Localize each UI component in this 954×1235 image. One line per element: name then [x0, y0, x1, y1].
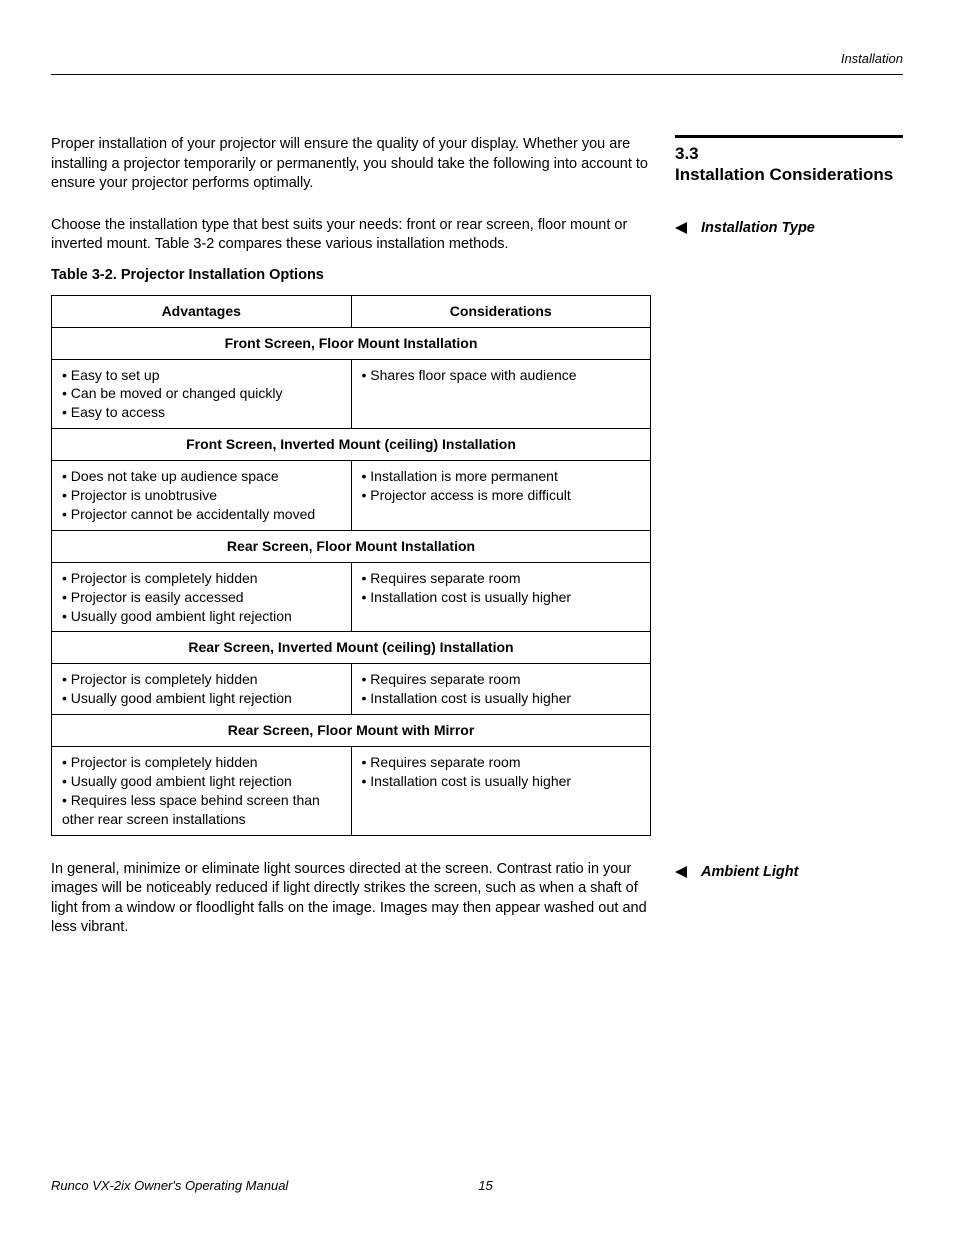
group-title: Front Screen, Inverted Mount (ceiling) I…	[52, 429, 651, 461]
table-row: • Easy to set up• Can be moved or change…	[52, 359, 651, 429]
arrow-left-icon	[675, 866, 693, 878]
cell-advantages: • Projector is completely hidden• Usuall…	[52, 746, 352, 835]
section-number: 3.3	[675, 144, 903, 164]
table-body: Front Screen, Floor Mount Installation •…	[52, 327, 651, 835]
table-row: • Projector is completely hidden• Projec…	[52, 562, 651, 632]
table-row: • Projector is completely hidden• Usuall…	[52, 664, 651, 715]
group-title: Front Screen, Floor Mount Installation	[52, 327, 651, 359]
cell-advantages: • Easy to set up• Can be moved or change…	[52, 359, 352, 429]
section-title: Installation Considerations	[675, 164, 903, 185]
side-heading: 3.3 Installation Considerations	[675, 135, 903, 216]
page: Installation Proper installation of your…	[0, 0, 954, 1235]
row-intro: Proper installation of your projector wi…	[51, 135, 903, 216]
cell-considerations: • Shares floor space with audience	[351, 359, 651, 429]
cell-considerations: • Installation is more permanent• Projec…	[351, 461, 651, 531]
footer: Runco VX-2ix Owner's Operating Manual 15	[51, 1178, 903, 1193]
cell-considerations: • Requires separate room• Installation c…	[351, 562, 651, 632]
main-ambient: In general, minimize or eliminate light …	[51, 860, 651, 950]
cell-advantages: • Projector is completely hidden• Projec…	[52, 562, 352, 632]
side-sub-ambient-light: Ambient Light	[675, 864, 903, 880]
main-choose: Choose the installation type that best s…	[51, 216, 651, 860]
row-ambient: In general, minimize or eliminate light …	[51, 860, 903, 950]
side-sub1-wrap: Installation Type	[675, 216, 903, 860]
arrow-left-icon	[675, 222, 693, 234]
side-sub-installation-type: Installation Type	[675, 220, 903, 236]
side-sub2-wrap: Ambient Light	[675, 860, 903, 950]
table-row: • Does not take up audience space• Proje…	[52, 461, 651, 531]
side-sub1-label: Installation Type	[701, 220, 815, 236]
col-considerations: Considerations	[351, 295, 651, 327]
header-rule	[51, 74, 903, 75]
group-title: Rear Screen, Floor Mount Installation	[52, 530, 651, 562]
table-caption: Table 3-2. Projector Installation Option…	[51, 267, 651, 283]
ambient-light-paragraph: In general, minimize or eliminate light …	[51, 860, 651, 938]
main-intro: Proper installation of your projector wi…	[51, 135, 651, 216]
cell-advantages: • Projector is completely hidden• Usuall…	[52, 664, 352, 715]
cell-considerations: • Requires separate room• Installation c…	[351, 664, 651, 715]
row-choose: Choose the installation type that best s…	[51, 216, 903, 860]
footer-manual: Runco VX-2ix Owner's Operating Manual	[51, 1178, 288, 1193]
choose-type-paragraph: Choose the installation type that best s…	[51, 216, 651, 255]
group-title: Rear Screen, Inverted Mount (ceiling) In…	[52, 632, 651, 664]
footer-page: 15	[478, 1178, 492, 1193]
cell-considerations: • Requires separate room• Installation c…	[351, 746, 651, 835]
intro-paragraph: Proper installation of your projector wi…	[51, 135, 651, 194]
table-header-row: Advantages Considerations	[52, 295, 651, 327]
group-title: Rear Screen, Floor Mount with Mirror	[52, 715, 651, 747]
header-label: Installation	[51, 51, 903, 66]
cell-advantages: • Does not take up audience space• Proje…	[52, 461, 352, 531]
table-row: • Projector is completely hidden• Usuall…	[52, 746, 651, 835]
side-sub2-label: Ambient Light	[701, 864, 798, 880]
installation-table: Advantages Considerations Front Screen, …	[51, 295, 651, 836]
side-heading-rule	[675, 135, 903, 138]
col-advantages: Advantages	[52, 295, 352, 327]
